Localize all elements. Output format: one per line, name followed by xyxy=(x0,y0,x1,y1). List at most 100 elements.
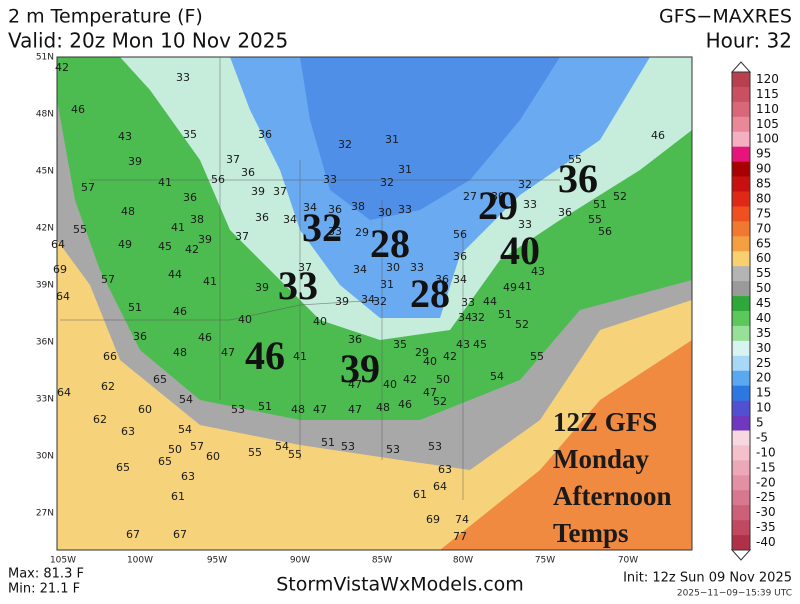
colorbar-label: 120 xyxy=(756,72,779,86)
colorbar-label: 65 xyxy=(756,236,771,250)
longitude-label: 80W xyxy=(453,556,473,566)
min-value: Min: 21.1 F xyxy=(8,582,80,597)
model-name: GFS−MAXRES xyxy=(659,6,792,28)
station-value: 54 xyxy=(490,370,504,383)
station-value: 37 xyxy=(273,185,287,198)
station-value: 40 xyxy=(423,355,437,368)
station-value: 36 xyxy=(183,191,197,204)
station-value: 36 xyxy=(258,128,272,141)
city-value: 39 xyxy=(340,346,380,391)
colorbar-label: 40 xyxy=(756,311,771,325)
station-value: 67 xyxy=(173,528,187,541)
colorbar-label: 20 xyxy=(756,371,771,385)
station-value: 51 xyxy=(593,198,607,211)
station-value: 62 xyxy=(93,413,107,426)
station-value: 42 xyxy=(403,373,417,386)
station-value: 55 xyxy=(568,153,582,166)
station-value: 41 xyxy=(171,221,185,234)
latitude-label: 42N xyxy=(36,224,54,234)
station-value: 40 xyxy=(313,315,327,328)
station-value: 34 xyxy=(361,293,375,306)
station-value: 50 xyxy=(168,443,182,456)
station-value: 47 xyxy=(348,403,362,416)
station-value: 33 xyxy=(398,203,412,216)
station-value: 30 xyxy=(491,190,505,203)
forecast-hour: Hour: 32 xyxy=(706,29,792,53)
latitude-label: 36N xyxy=(36,338,54,348)
station-value: 45 xyxy=(473,338,487,351)
colorbar-cell xyxy=(732,311,750,327)
colorbar-label: -15 xyxy=(756,460,776,474)
station-value: 33 xyxy=(323,173,337,186)
timestamp: 2025−11−09−15:39 UTC xyxy=(677,589,792,599)
station-value: 57 xyxy=(190,440,204,453)
station-value: 65 xyxy=(158,455,172,468)
colorbar-cell xyxy=(732,131,750,147)
station-value: 39 xyxy=(255,281,269,294)
station-value: 34 xyxy=(458,311,472,324)
station-value: 43 xyxy=(118,130,132,143)
city-value: 29 xyxy=(478,183,518,228)
station-value: 37 xyxy=(235,230,249,243)
station-value: 56 xyxy=(453,228,467,241)
station-value: 35 xyxy=(183,128,197,141)
colorbar-label: 70 xyxy=(756,221,771,235)
station-value: 43 xyxy=(531,265,545,278)
station-value: 64 xyxy=(433,480,447,493)
station-value: 69 xyxy=(53,263,67,276)
city-value: 32 xyxy=(302,205,342,250)
station-value: 34 xyxy=(283,213,297,226)
station-value: 54 xyxy=(275,440,289,453)
colorbar-top-arrow xyxy=(730,61,752,73)
colorbar-label: 35 xyxy=(756,326,771,340)
station-value: 36 xyxy=(328,203,342,216)
latitude-label: 51N xyxy=(36,53,54,63)
latitude-label: 45N xyxy=(36,167,54,177)
colorbar-label: -40 xyxy=(756,535,776,549)
colorbar-label: -30 xyxy=(756,505,776,519)
colorbar-label: 60 xyxy=(756,251,771,265)
colorbar-label: -10 xyxy=(756,445,776,459)
station-value: 51 xyxy=(258,400,272,413)
station-value: 53 xyxy=(386,443,400,456)
station-value: 40 xyxy=(383,378,397,391)
colorbar-label: 5 xyxy=(756,416,764,430)
title: 2 m Temperature (F) xyxy=(8,6,203,28)
station-value: 49 xyxy=(503,281,517,294)
station-value: 32 xyxy=(380,176,394,189)
station-value: 53 xyxy=(341,440,355,453)
station-value: 55 xyxy=(530,350,544,363)
colorbar-cell xyxy=(732,251,750,267)
station-value: 32 xyxy=(373,295,387,308)
latitude-label: 33N xyxy=(36,395,54,405)
colorbar-cell xyxy=(732,325,750,342)
station-value: 45 xyxy=(158,240,172,253)
city-value: 40 xyxy=(500,228,540,273)
station-value: 67 xyxy=(126,528,140,541)
station-value: 46 xyxy=(398,398,412,411)
station-value: 42 xyxy=(443,350,457,363)
colorbar-label: -5 xyxy=(756,430,768,444)
station-value: 55 xyxy=(248,446,262,459)
station-value: 65 xyxy=(116,461,130,474)
colorbar-frame xyxy=(731,71,751,551)
station-value: 64 xyxy=(56,290,70,303)
station-value: 27 xyxy=(463,190,477,203)
site-name: StormVistaWxModels.com xyxy=(276,574,524,596)
latitude-label: 39N xyxy=(36,281,54,291)
station-value: 36 xyxy=(348,333,362,346)
station-value: 44 xyxy=(483,295,497,308)
colorbar-cell xyxy=(732,475,750,491)
latitude-label: 27N xyxy=(36,509,54,519)
colorbar-cell xyxy=(732,490,750,506)
longitude-label: 100W xyxy=(127,556,153,566)
station-value: 36 xyxy=(558,206,572,219)
map-frame xyxy=(56,56,693,551)
station-value: 34 xyxy=(453,273,467,286)
station-value: 48 xyxy=(376,401,390,414)
station-value: 60 xyxy=(138,403,152,416)
station-value: 43 xyxy=(456,338,470,351)
station-value: 55 xyxy=(588,213,602,226)
station-value: 53 xyxy=(428,440,442,453)
